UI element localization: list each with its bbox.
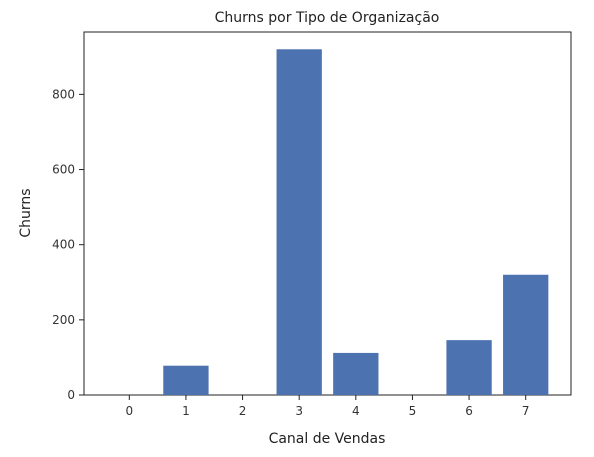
x-tick-label-7: 7 <box>522 404 530 418</box>
y-tick-label-200: 200 <box>52 313 75 327</box>
x-tick-label-6: 6 <box>465 404 473 418</box>
y-tick-label-0: 0 <box>67 388 75 402</box>
y-tick-label-400: 400 <box>52 238 75 252</box>
plot-area-frame <box>83 31 572 396</box>
y-tick-label-600: 600 <box>52 163 75 177</box>
bar-4 <box>333 352 379 395</box>
x-tick-label-4: 4 <box>352 404 360 418</box>
y-tick-label-800: 800 <box>52 87 75 101</box>
x-axis: 0 1 2 3 4 5 6 7 <box>125 395 530 418</box>
x-tick-label-5: 5 <box>409 404 417 418</box>
x-tick-label-0: 0 <box>125 404 133 418</box>
bar-7 <box>503 274 549 395</box>
y-axis: 0 200 400 600 800 <box>52 87 84 402</box>
x-tick-label-1: 1 <box>182 404 190 418</box>
bar-6 <box>446 340 492 395</box>
x-tick-label-2: 2 <box>239 404 247 418</box>
bar-1 <box>163 365 209 395</box>
bar-3 <box>276 49 322 396</box>
x-tick-label-3: 3 <box>295 404 303 418</box>
x-axis-title: Canal de Vendas <box>269 431 386 447</box>
chart-title: Churns por Tipo de Organização <box>215 10 440 26</box>
bars-group <box>163 49 549 396</box>
y-axis-title: Churns <box>18 188 34 237</box>
